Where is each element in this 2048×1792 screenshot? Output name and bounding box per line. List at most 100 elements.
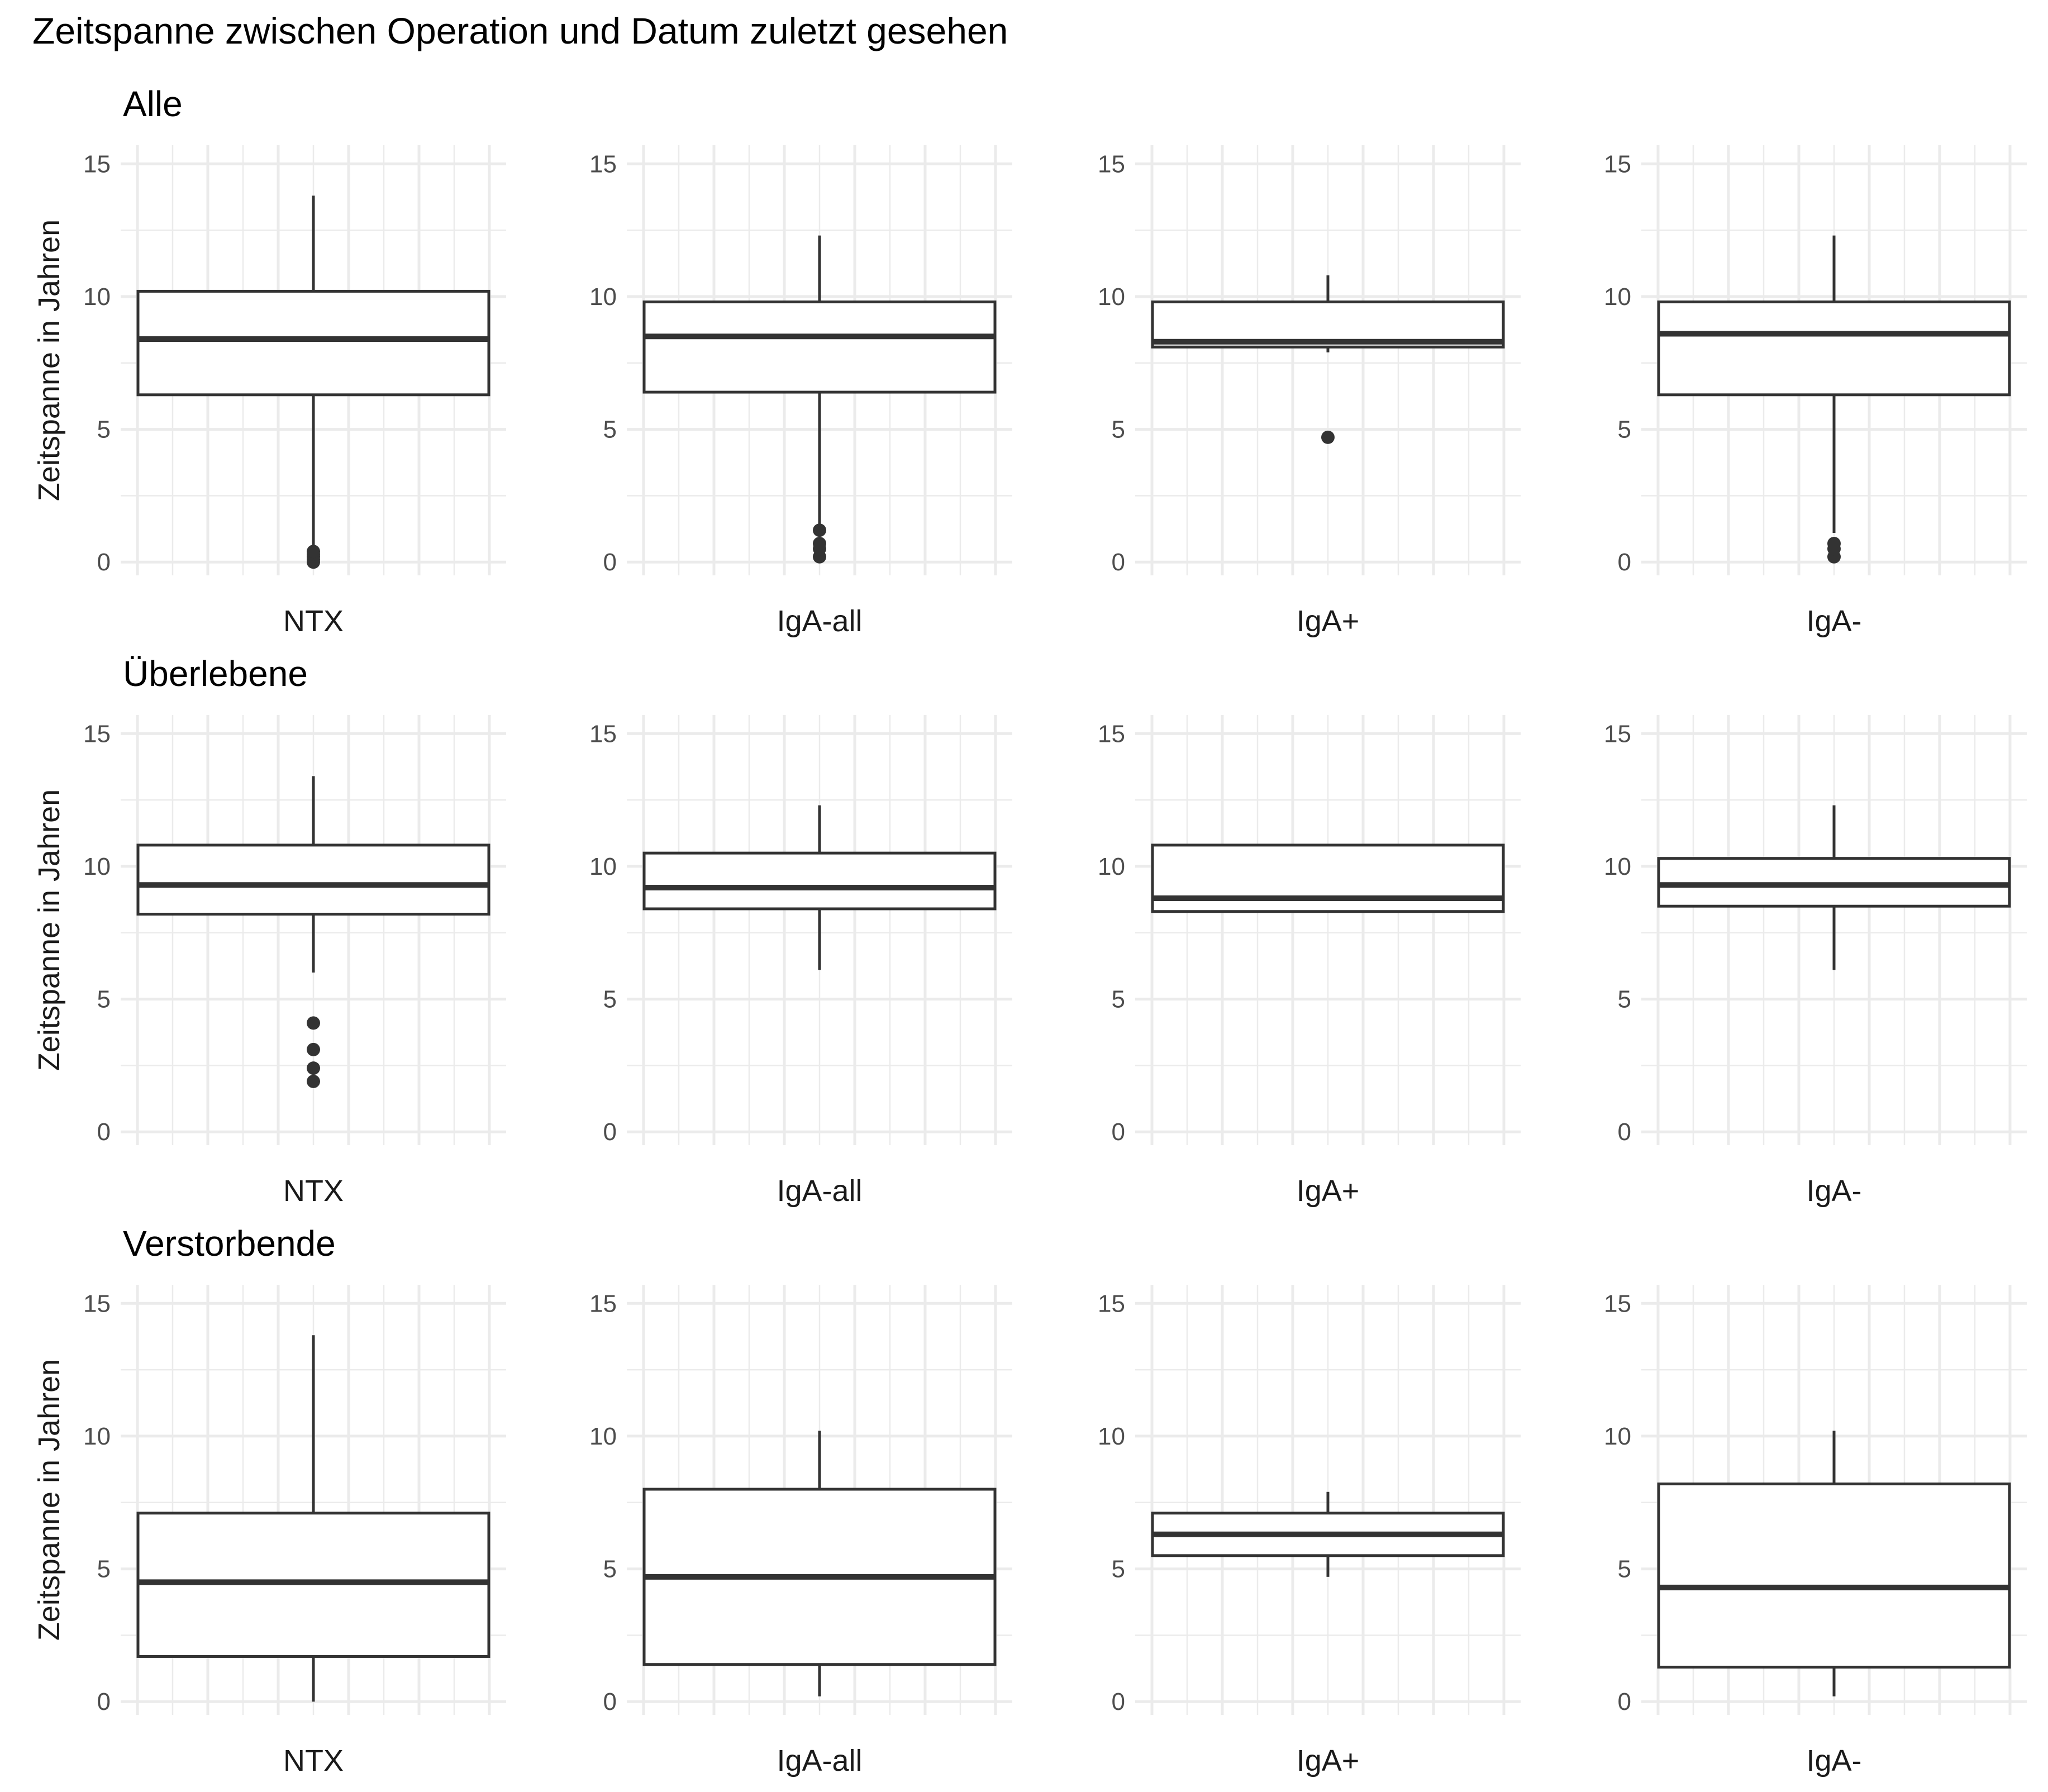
y-tick-label: 10 [1604, 1423, 1631, 1450]
y-tick-label: 0 [1618, 1118, 1631, 1146]
outlier-point [813, 523, 826, 537]
y-tick-label: 15 [589, 720, 617, 747]
x-tick-label: IgA- [1806, 1744, 1861, 1777]
panel-iga+: 0 5 10 15 IgA+ [1098, 145, 1521, 638]
chart-rows: Alle Zeitspanne in Jahren 0 5 10 15 NTX 0 5 10 15 I… [32, 84, 2027, 1777]
y-tick-label: 5 [603, 416, 617, 444]
panel-iga+: 0 5 10 15 IgA+ [1098, 715, 1521, 1208]
y-tick-label: 0 [1618, 549, 1631, 576]
y-tick-label: 10 [83, 1423, 111, 1450]
y-tick-label: 10 [1098, 1423, 1125, 1450]
y-tick-label: 5 [97, 986, 111, 1013]
y-tick-label: 0 [97, 549, 111, 576]
panel-ntx: 0 5 10 15 NTX [83, 145, 506, 638]
box-iqr [136, 843, 490, 916]
row-1: Alle Zeitspanne in Jahren 0 5 10 15 NTX 0 5 10 15 I… [32, 84, 2027, 638]
y-tick-label: 15 [1604, 150, 1631, 178]
y-tick-label: 5 [603, 1556, 617, 1583]
y-tick-label: 15 [589, 150, 617, 178]
y-tick-label: 15 [1604, 720, 1631, 747]
panel-iga-: 0 5 10 15 IgA- [1604, 145, 2027, 638]
x-tick-label: IgA-all [777, 1174, 862, 1208]
panel-iga-all: 0 5 10 15 IgA-all [589, 1285, 1012, 1777]
y-tick-label: 5 [1112, 986, 1125, 1013]
row-3: Verstorbende Zeitspanne in Jahren 0 5 10 15 NT… [32, 1223, 2027, 1777]
y-tick-label: 5 [1618, 416, 1631, 444]
y-axis-label: Zeitspanne in Jahren [32, 1359, 66, 1641]
panel-iga-all: 0 5 10 15 IgA-all [589, 715, 1012, 1208]
row-title: Überlebene [123, 654, 308, 694]
y-tick-label: 15 [1098, 1290, 1125, 1317]
x-tick-label: IgA- [1806, 604, 1861, 638]
x-tick-label: IgA-all [777, 604, 862, 638]
y-tick-label: 5 [603, 986, 617, 1013]
y-tick-label: 10 [589, 283, 617, 311]
y-tick-label: 5 [1112, 1556, 1125, 1583]
y-tick-label: 0 [97, 1688, 111, 1715]
y-tick-label: 15 [83, 150, 111, 178]
box-iqr [1657, 300, 2011, 397]
y-tick-label: 15 [1098, 720, 1125, 747]
y-axis-label: Zeitspanne in Jahren [32, 220, 66, 501]
y-tick-label: 10 [1604, 853, 1631, 880]
x-tick-label: IgA+ [1297, 1744, 1360, 1777]
x-tick-label: IgA-all [777, 1744, 862, 1777]
figure-title: Zeitspanne zwischen Operation und Datum … [32, 10, 1008, 51]
x-tick-label: IgA+ [1297, 1174, 1360, 1208]
y-tick-label: 10 [589, 853, 617, 880]
outlier-point [307, 1016, 320, 1030]
box-iqr [136, 289, 490, 397]
y-tick-label: 10 [1098, 853, 1125, 880]
panel-ntx: 0 5 10 15 NTX [83, 715, 506, 1208]
x-tick-label: NTX [283, 1744, 344, 1777]
x-tick-label: NTX [283, 604, 344, 638]
x-tick-label: IgA+ [1297, 604, 1360, 638]
outlier-point [1827, 536, 1841, 550]
box-iqr [1151, 843, 1505, 913]
y-tick-label: 5 [97, 1556, 111, 1583]
y-tick-label: 10 [589, 1423, 617, 1450]
x-tick-label: IgA- [1806, 1174, 1861, 1208]
box-iqr [1657, 1482, 2011, 1669]
outlier-point [307, 1074, 320, 1088]
y-tick-label: 0 [1112, 549, 1125, 576]
y-tick-label: 0 [603, 549, 617, 576]
panel-iga+: 0 5 10 15 IgA+ [1098, 1285, 1521, 1777]
y-tick-label: 5 [1618, 986, 1631, 1013]
panel-ntx: 0 5 10 15 NTX [83, 1285, 506, 1777]
y-tick-label: 10 [1098, 283, 1125, 311]
outlier-point [1321, 430, 1335, 444]
outlier-point [307, 545, 320, 559]
y-tick-label: 0 [603, 1688, 617, 1715]
y-tick-label: 10 [1604, 283, 1631, 311]
y-tick-label: 15 [83, 720, 111, 747]
y-tick-label: 10 [83, 283, 111, 311]
y-tick-label: 5 [1112, 416, 1125, 444]
box-iqr [642, 851, 997, 911]
panel-iga-all: 0 5 10 15 IgA-all [589, 145, 1012, 638]
outlier-point [307, 1042, 320, 1056]
y-tick-label: 0 [1112, 1118, 1125, 1146]
row-title: Verstorbende [123, 1223, 336, 1264]
outlier-point [307, 1061, 320, 1075]
y-tick-label: 5 [1618, 1556, 1631, 1583]
y-tick-label: 15 [1604, 1290, 1631, 1317]
y-tick-label: 5 [97, 416, 111, 444]
x-tick-label: NTX [283, 1174, 344, 1208]
panel-iga-: 0 5 10 15 IgA- [1604, 1285, 2027, 1777]
y-tick-label: 0 [97, 1118, 111, 1146]
y-tick-label: 10 [83, 853, 111, 880]
y-tick-label: 0 [603, 1118, 617, 1146]
y-axis-label: Zeitspanne in Jahren [32, 789, 66, 1071]
box-iqr [642, 300, 997, 394]
y-tick-label: 0 [1618, 1688, 1631, 1715]
row-title: Alle [123, 84, 183, 124]
y-tick-label: 15 [1098, 150, 1125, 178]
y-tick-label: 15 [83, 1290, 111, 1317]
y-tick-label: 0 [1112, 1688, 1125, 1715]
outlier-point [813, 536, 826, 550]
panel-iga-: 0 5 10 15 IgA- [1604, 715, 2027, 1208]
y-tick-label: 15 [589, 1290, 617, 1317]
